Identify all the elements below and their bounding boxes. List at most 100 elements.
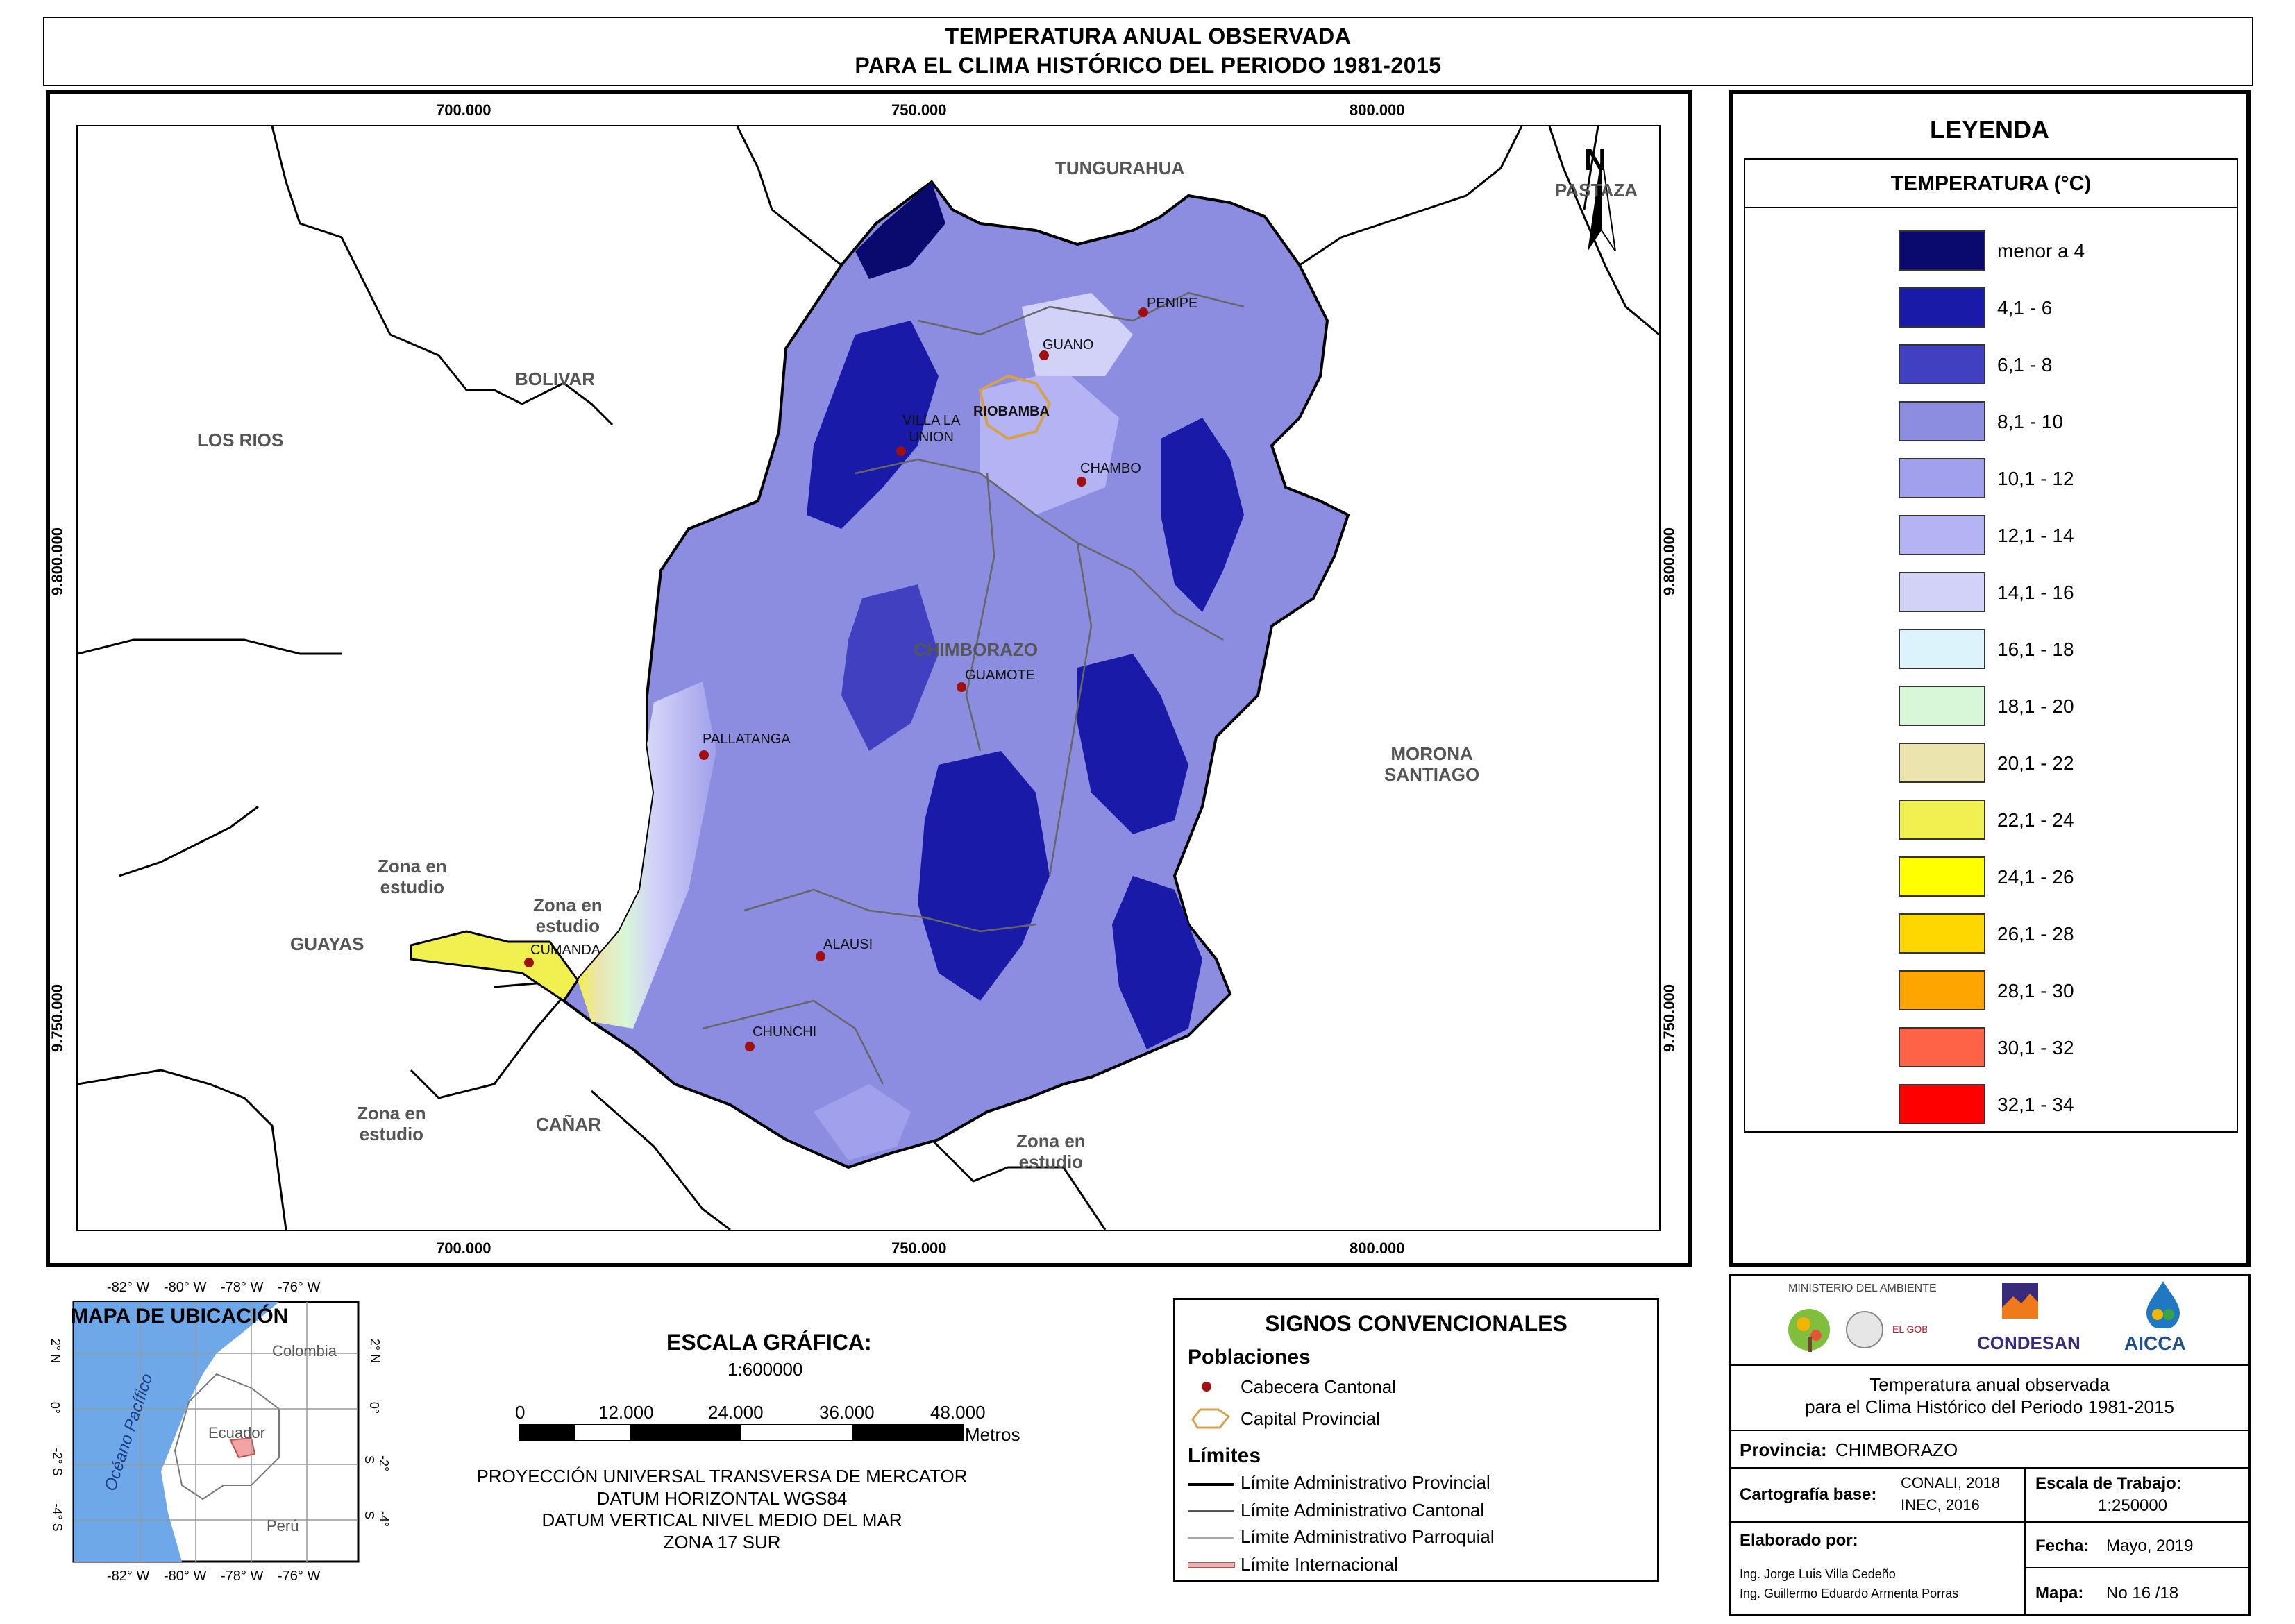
legend-item: 26,1 - 28: [1899, 913, 2128, 954]
legend-subtitle: TEMPERATURA (°C): [1890, 172, 2092, 195]
pallatanga-marker: [699, 750, 709, 760]
inset-label-peru: Perú: [267, 1517, 299, 1534]
y-tick-left-2: 9.750.000: [48, 984, 66, 1052]
penipe-marker: [1138, 307, 1148, 317]
signs-parroquial: Límite Administrativo Parroquial: [1241, 1526, 1495, 1547]
legend-swatch: [1899, 1084, 1985, 1124]
scale-unit: Metros: [965, 1424, 1020, 1445]
villa-la-union-marker: [896, 446, 906, 456]
legend-label: 4,1 - 6: [1997, 297, 2053, 319]
cantonal-boundaries: [702, 291, 1245, 1085]
scale-tick-1: 12.000: [598, 1402, 654, 1423]
cantonal-line-icon: [1188, 1510, 1234, 1512]
signs-internacional: Límite Internacional: [1241, 1554, 1398, 1575]
label-tungurahua: TUNGURAHUA: [1055, 158, 1185, 178]
map-title-line1: TEMPERATURA ANUAL OBSERVADA: [945, 24, 1352, 49]
titleblock-escala-cell: Escala de Trabajo: 1:250000: [2024, 1467, 2251, 1523]
condesan-logo-icon: [2002, 1283, 2038, 1319]
label-guano: GUANO: [1043, 337, 1094, 353]
titleblock-mapa-cell: Mapa: No 16 /18: [2024, 1567, 2251, 1616]
cumanda-area: [410, 930, 579, 1003]
x-tick-bottom-2: 750.000: [891, 1240, 947, 1257]
label-pastaza: PASTAZA: [1555, 180, 1638, 201]
chunchi-marker: [745, 1042, 755, 1051]
inset-lat-tick-1: 2° N: [49, 1338, 63, 1364]
legend-swatch: [1899, 913, 1985, 954]
legend-label: 22,1 - 24: [1997, 809, 2074, 831]
legend-label: 28,1 - 30: [1997, 980, 2074, 1001]
legend-item: 16,1 - 18: [1899, 629, 2128, 669]
legend-item: 10,1 - 12: [1899, 458, 2128, 498]
legend-item: 4,1 - 6: [1899, 287, 2128, 328]
inset-lat-tick-3: -2° S: [50, 1448, 65, 1476]
signs-capital: Capital Provincial: [1241, 1408, 1380, 1429]
titleblock-prov-value: CHIMBORAZO: [1835, 1439, 1958, 1460]
legend-swatch: [1899, 856, 1985, 897]
inset-top-tick-2: -80° W: [164, 1280, 207, 1295]
label-zona-estudio-2: Zona en estudio: [533, 895, 603, 936]
label-cumanda: CUMANDA: [530, 942, 601, 958]
legend-label: 30,1 - 32: [1997, 1037, 2074, 1058]
parroquial-line-icon: [1188, 1537, 1234, 1539]
aicca-logo-icon: [2146, 1281, 2180, 1328]
titleblock-desc-cell: Temperatura anual observada para el Clim…: [1729, 1364, 2251, 1431]
titleblock-elab-cell: Elaborado por: Ing. Jorge Luis Villa Ced…: [1729, 1521, 2026, 1616]
scale-ratio: 1:600000: [728, 1359, 803, 1380]
projection-line-2: DATUM HORIZONTAL WGS84: [596, 1487, 848, 1509]
signs-provincial: Límite Administrativo Provincial: [1241, 1472, 1490, 1493]
signs-title: SIGNOS CONVENCIONALES: [1265, 1311, 1567, 1336]
legend-item: menor a 4: [1899, 230, 2128, 271]
x-tick-bottom-3: 800.000: [1350, 1240, 1405, 1257]
label-chambo: CHAMBO: [1080, 461, 1141, 476]
inset-bottom-tick-2: -80° W: [164, 1568, 207, 1584]
titleblock-carto-1: CONALI, 2018: [1901, 1474, 2001, 1491]
inset-label-ecuador: Ecuador: [208, 1424, 265, 1441]
inset-top-tick-1: -82° W: [107, 1280, 150, 1295]
titleblock-fecha-label: Fecha:: [2035, 1537, 2090, 1555]
titleblock-elab-label: Elaborado por:: [1740, 1531, 1858, 1550]
label-villa-la-union: VILLA LA UNION: [902, 413, 961, 445]
legend-label: 26,1 - 28: [1997, 923, 2074, 945]
legend-swatch: [1899, 515, 1985, 555]
north-label: N: [1584, 143, 1606, 177]
legend-classes-box: [1744, 207, 2238, 1133]
inset-lat-tick-right-3: -2° S: [362, 1455, 391, 1472]
inset-label-colombia: Colombia: [272, 1342, 337, 1360]
legend-label: 32,1 - 34: [1997, 1094, 2074, 1115]
titleblock-carto-label: Cartografía base:: [1740, 1485, 1877, 1504]
legend-label: 24,1 - 26: [1997, 866, 2074, 888]
label-morona-santiago: MORONA SANTIAGO: [1384, 743, 1480, 785]
y-tick-left-1: 9.800.000: [48, 527, 66, 595]
label-penipe: PENIPE: [1147, 296, 1198, 311]
capital-icon: [1191, 1408, 1231, 1429]
legend-item: 14,1 - 16: [1899, 572, 2128, 612]
label-alausi: ALAUSI: [823, 937, 873, 952]
inset-bottom-tick-1: -82° W: [107, 1568, 150, 1584]
label-chimborazo: CHIMBORAZO: [914, 639, 1039, 660]
legend-swatch: [1899, 1027, 1985, 1067]
y-tick-right-1: 9.800.000: [1660, 527, 1678, 595]
chimborazo-province: [562, 180, 1350, 1169]
inset-title: MAPA DE UBICACIÓN: [71, 1305, 289, 1328]
label-guamote: GUAMOTE: [965, 668, 1036, 683]
legend-item: 30,1 - 32: [1899, 1027, 2128, 1067]
aicca-label: AICCA: [2124, 1333, 2186, 1354]
internacional-line-icon: [1188, 1562, 1235, 1568]
titleblock-carto-cell: Cartografía base: CONALI, 2018 INEC, 201…: [1729, 1467, 2026, 1523]
titleblock-prov-label: Provincia:: [1740, 1439, 1827, 1460]
titleblock-elab-2: Ing. Guillermo Eduardo Armenta Porras: [1740, 1587, 1959, 1600]
legend-swatch: [1899, 686, 1985, 726]
inset-bottom-tick-3: -78° W: [221, 1568, 264, 1584]
riobamba-outline: [978, 374, 1052, 441]
north-arrow: [1588, 153, 1616, 252]
legend-title: LEYENDA: [1929, 115, 2050, 144]
legend-item: 20,1 - 22: [1899, 743, 2128, 783]
signs-limites: Límites: [1188, 1444, 1261, 1467]
x-tick-top-2: 750.000: [891, 101, 947, 119]
provincial-line-icon: [1188, 1483, 1234, 1486]
label-chunchi: CHUNCHI: [753, 1024, 817, 1040]
titleblock-elab-1: Ing. Jorge Luis Villa Cedeño: [1740, 1567, 1896, 1581]
titleblock-mapa-value: No 16 /18: [2106, 1584, 2179, 1602]
legend-label: 6,1 - 8: [1997, 354, 2053, 375]
legend-item: 12,1 - 14: [1899, 515, 2128, 555]
